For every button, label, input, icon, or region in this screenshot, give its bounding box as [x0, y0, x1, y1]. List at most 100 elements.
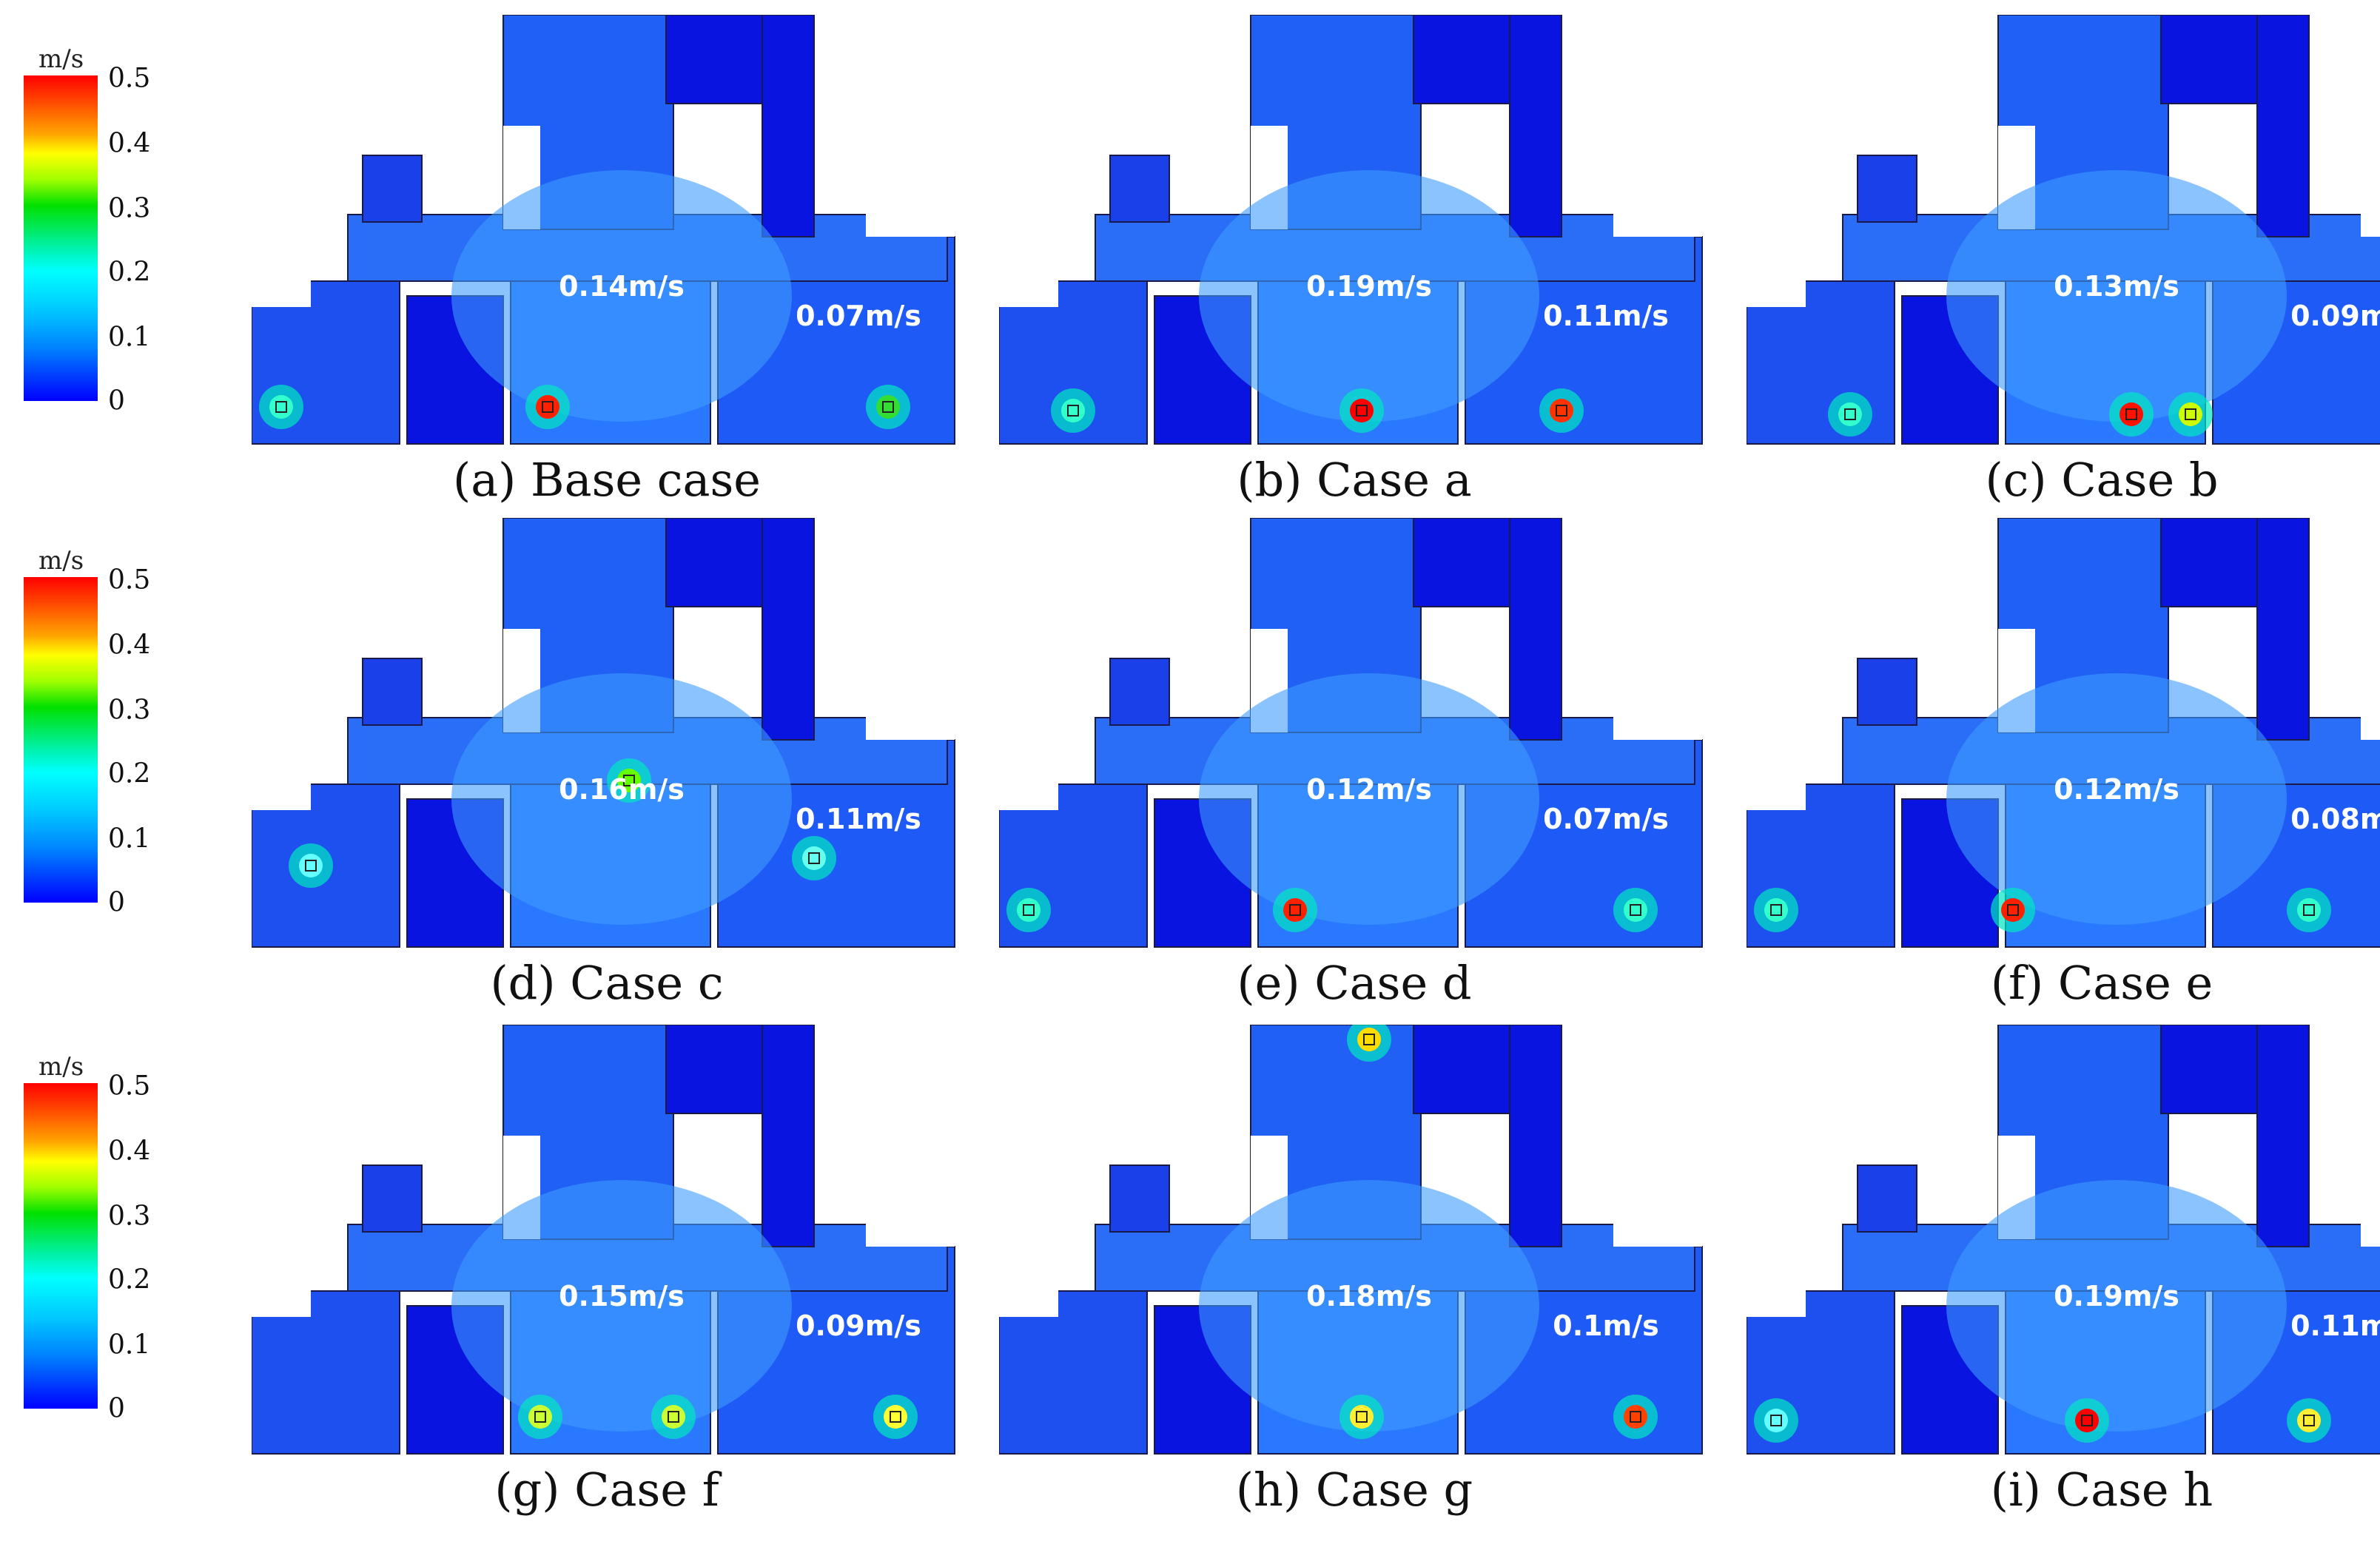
void-area [1613, 15, 1702, 237]
room-region [665, 518, 763, 607]
void-area [866, 518, 955, 740]
velocity-zone [1946, 673, 2287, 925]
room-region [1413, 1025, 1510, 1114]
measurement-point-marker [2303, 1415, 2315, 1426]
void-area [1613, 518, 1702, 740]
room-region [999, 1290, 1148, 1455]
measurement-point-marker [1356, 1411, 1368, 1423]
measurement-point-marker [1356, 405, 1368, 417]
colorbar-tick: 0.1 [108, 322, 151, 353]
panel-case-f: 0.15m/s 0.09m/s (g) Case f [252, 1025, 962, 1528]
measurement-point-marker [882, 401, 894, 413]
colorbar-tick: 0.3 [108, 1201, 151, 1232]
source-hotspot [2120, 402, 2143, 426]
panel-caption: (c) Case b [1985, 453, 2219, 507]
panel-caption: (a) Base case [453, 453, 761, 507]
velocity-zone [451, 170, 792, 422]
source-hotspot [1061, 399, 1085, 422]
room-region [2256, 1025, 2310, 1247]
source-hotspot [269, 395, 293, 419]
left-room-velocity-label: 0.12m/s [2054, 773, 2179, 806]
room-region [2160, 518, 2258, 607]
room-region [1857, 1165, 1917, 1233]
colorbar-gradient [24, 75, 98, 401]
measurement-point-marker [534, 1411, 546, 1423]
panel-caption: (f) Case e [1990, 956, 2213, 1010]
panel-caption: (g) Case f [494, 1463, 719, 1517]
panel-caption: (h) Case g [1235, 1463, 1473, 1517]
source-hotspot [1624, 1405, 1647, 1429]
void-area [252, 1284, 311, 1317]
void-area [1747, 1284, 1806, 1317]
left-room-velocity-label: 0.16m/s [559, 773, 685, 806]
room-region [1509, 15, 1562, 237]
floor-plan-contour: 0.16m/s 0.11m/s [252, 518, 955, 948]
source-hotspot [2001, 898, 2025, 922]
velocity-zone [451, 1180, 792, 1432]
right-room-velocity-label: 0.09m/s [2290, 300, 2380, 332]
panel-case-e: 0.12m/s 0.08m/s (f) Case e [1747, 518, 2380, 1021]
source-hotspot [802, 846, 826, 870]
colorbar-unit: m/s [38, 44, 84, 74]
panel-case-c: 0.16m/s 0.11m/s (d) Case c [252, 518, 962, 1021]
floor-plan-contour: 0.15m/s 0.09m/s [252, 1025, 955, 1455]
measurement-point-marker [1556, 405, 1567, 417]
measurement-point-marker [1067, 405, 1079, 417]
panel-caption: (i) Case h [1990, 1463, 2213, 1517]
void-area [1613, 1025, 1702, 1247]
source-hotspot [876, 395, 900, 419]
source-hotspot [1764, 898, 1788, 922]
room-region [362, 658, 423, 726]
source-hotspot [2297, 1409, 2321, 1432]
room-region [2256, 518, 2310, 741]
floor-plan-contour: 0.19m/s 0.11m/s [999, 15, 1703, 445]
source-hotspot [662, 1405, 685, 1429]
room-region [1413, 518, 1510, 607]
measurement-point-marker [1770, 904, 1782, 916]
room-region [1413, 15, 1510, 104]
room-region [1509, 1025, 1562, 1247]
measurement-point-marker [668, 1411, 679, 1423]
velocity-zone [1199, 1180, 1539, 1432]
measurement-point-marker [1770, 1415, 1782, 1426]
source-hotspot [2179, 402, 2202, 426]
velocity-zone [1946, 1180, 2287, 1432]
room-region [252, 1290, 400, 1455]
colorbar-tick: 0.1 [108, 1329, 151, 1361]
right-room-velocity-label: 0.11m/s [1543, 300, 1669, 332]
room-region [1109, 1165, 1170, 1233]
colorbar-gradient [24, 1083, 98, 1409]
floor-plan-contour: 0.18m/s 0.1m/s [999, 1025, 1703, 1455]
colorbar-unit: m/s [38, 546, 84, 576]
floor-plan-contour: 0.12m/s 0.07m/s [999, 518, 1703, 948]
measurement-point-marker [305, 860, 317, 872]
source-hotspot [2075, 1409, 2099, 1432]
panel-case-a: 0.19m/s 0.11m/s (b) Case a [999, 15, 1710, 518]
void-area [252, 777, 311, 810]
room-region [1857, 658, 1917, 726]
floor-plan-contour: 0.13m/s 0.09m/s [1747, 15, 2380, 445]
right-room-velocity-label: 0.11m/s [2290, 1310, 2380, 1342]
colorbar-gradient [24, 577, 98, 903]
colorbar-tick: 0.3 [108, 193, 151, 224]
source-hotspot [1550, 399, 1573, 422]
source-hotspot [1350, 399, 1374, 422]
right-room-velocity-label: 0.1m/s [1553, 1310, 1658, 1342]
measurement-point-marker [890, 1411, 901, 1423]
source-hotspot [1764, 1409, 1788, 1432]
void-area [999, 1284, 1058, 1317]
room-region [762, 1025, 815, 1247]
void-area [866, 1025, 955, 1247]
left-room-velocity-label: 0.13m/s [2054, 270, 2179, 303]
velocity-zone [1946, 170, 2287, 422]
floor-plan-contour: 0.12m/s 0.08m/s [1747, 518, 2380, 948]
source-hotspot [1624, 898, 1647, 922]
measurement-point-marker [623, 775, 635, 786]
measurement-point-marker [2125, 408, 2137, 420]
room-region [665, 15, 763, 104]
source-hotspot [1350, 1405, 1374, 1429]
room-region [1857, 155, 1917, 223]
void-area [2361, 1025, 2380, 1247]
colorbar-tick: 0 [108, 1393, 125, 1424]
colorbar-tick: 0.4 [108, 630, 151, 661]
